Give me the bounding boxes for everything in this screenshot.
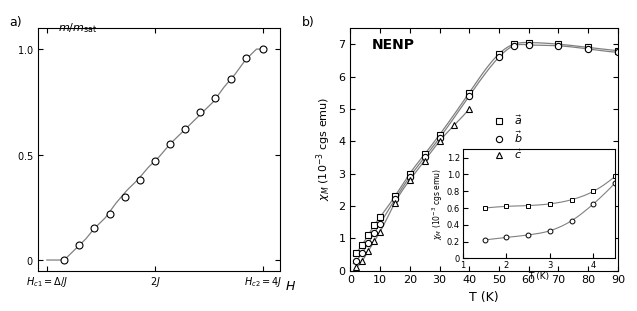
Y-axis label: $\chi_M$ (10$^{-3}$ cgs emu): $\chi_M$ (10$^{-3}$ cgs emu) [314,97,333,202]
$\vec{c}$ [436,139,443,143]
$\vec{b}$ [555,44,562,48]
$\vec{b}$ [391,197,399,201]
$\vec{c}$ [370,239,378,243]
X-axis label: T (K): T (K) [469,291,499,304]
Text: b): b) [302,16,315,29]
$\vec{a}$ [421,152,429,156]
$\vec{b}$ [406,175,413,179]
$\vec{b}$ [359,251,366,255]
$\vec{c}$ [391,201,399,205]
$\vec{a}$ [364,233,372,237]
Text: $m/m_{\mathrm{sat}}$: $m/m_{\mathrm{sat}}$ [57,21,97,35]
$\vec{a}$ [436,133,443,137]
$\vec{c}$ [364,249,372,253]
$\vec{a}$ [510,42,518,46]
$\vec{b}$ [370,231,378,235]
$\vec{b}$ [510,44,518,48]
$\vec{a}$ [391,194,399,198]
$\vec{a}$ [359,243,366,247]
$\vec{a}$ [352,251,360,255]
$\vec{a}$ [525,41,533,44]
$\vec{b}$ [436,136,443,140]
$\vec{b}$ [421,156,429,159]
$\vec{c}$ [406,178,413,182]
$\vec{c}$ [359,259,366,263]
$\vec{b}$ [495,55,503,59]
$\vec{a}$ [376,215,384,219]
$\vec{b}$ [466,94,473,98]
Line: $\vec{c}$: $\vec{c}$ [353,106,473,271]
$\vec{a}$ [406,172,413,175]
Line: $\vec{b}$: $\vec{b}$ [353,42,621,264]
$\vec{b}$ [614,50,622,54]
$\vec{b}$ [352,259,360,263]
$\vec{a}$ [466,91,473,95]
$\vec{b}$ [584,47,592,51]
$\vec{c}$ [352,266,360,269]
$\vec{b}$ [376,222,384,225]
Line: $\vec{a}$: $\vec{a}$ [353,39,621,256]
$\vec{a}$ [495,52,503,56]
$\vec{a}$ [584,45,592,49]
$\vec{c}$ [421,159,429,162]
$\vec{b}$ [364,241,372,245]
Text: a): a) [9,16,22,29]
$\vec{a}$ [370,223,378,227]
$\vec{a}$ [614,49,622,53]
Legend: $\vec{a}$, $\vec{b}$, $\vec{c}$: $\vec{a}$, $\vec{b}$, $\vec{c}$ [483,109,527,165]
$\vec{c}$ [376,230,384,234]
$\vec{c}$ [450,123,458,127]
Text: $H$: $H$ [285,280,296,293]
$\vec{b}$ [525,43,533,47]
Text: NENP: NENP [372,38,415,52]
$\vec{c}$ [466,107,473,111]
$\vec{a}$ [555,42,562,46]
